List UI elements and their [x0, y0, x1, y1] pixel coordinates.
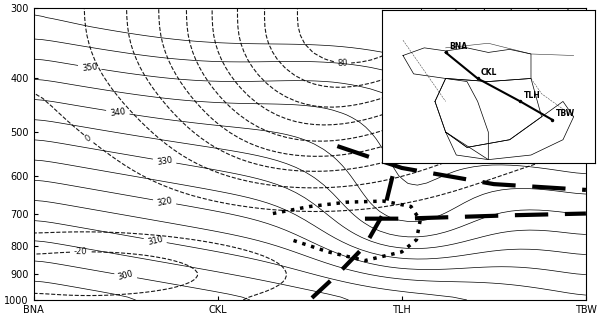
Text: 330: 330 [156, 155, 173, 167]
Text: 60: 60 [420, 74, 433, 86]
Text: TBW: TBW [555, 109, 575, 118]
Text: TLH: TLH [523, 91, 540, 100]
Text: 40: 40 [420, 108, 433, 120]
Text: 20: 20 [448, 131, 462, 143]
Text: -20: -20 [73, 247, 87, 256]
Text: 300: 300 [117, 269, 135, 282]
Text: BNA: BNA [449, 42, 467, 51]
Text: 340: 340 [109, 107, 126, 118]
Text: 350: 350 [81, 62, 98, 73]
Text: 80: 80 [337, 58, 348, 68]
Text: 0: 0 [84, 133, 93, 144]
Text: CKL: CKL [481, 68, 497, 77]
Text: 310: 310 [147, 234, 164, 247]
Text: 320: 320 [156, 196, 173, 208]
